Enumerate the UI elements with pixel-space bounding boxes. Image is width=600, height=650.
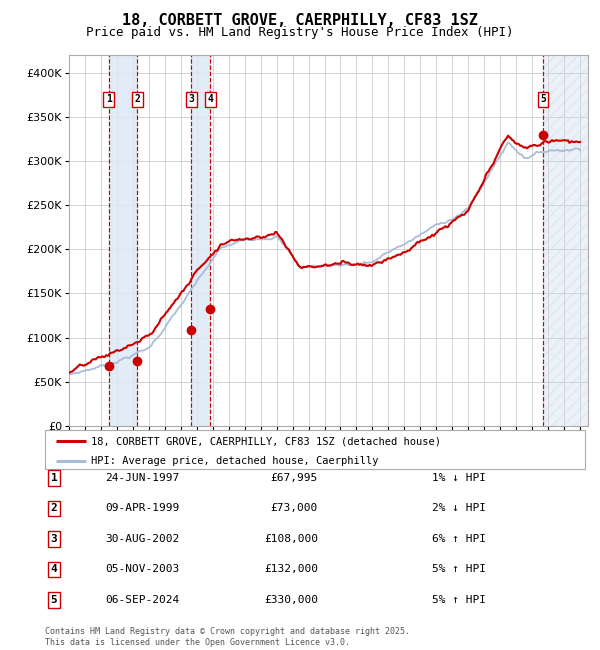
Text: 6% ↑ HPI: 6% ↑ HPI [432, 534, 486, 544]
Text: 2: 2 [134, 94, 140, 105]
Text: £132,000: £132,000 [264, 564, 318, 575]
Text: HPI: Average price, detached house, Caerphilly: HPI: Average price, detached house, Caer… [91, 456, 379, 465]
Text: 4: 4 [50, 564, 58, 575]
Bar [543, 55, 588, 426]
Text: 5: 5 [50, 595, 58, 605]
Text: £108,000: £108,000 [264, 534, 318, 544]
Text: £67,995: £67,995 [271, 473, 318, 483]
Text: 05-NOV-2003: 05-NOV-2003 [105, 564, 179, 575]
Text: 2: 2 [50, 503, 58, 514]
FancyBboxPatch shape [45, 430, 585, 469]
Text: 1: 1 [50, 473, 58, 483]
Text: 24-JUN-1997: 24-JUN-1997 [105, 473, 179, 483]
Text: 18, CORBETT GROVE, CAERPHILLY, CF83 1SZ (detached house): 18, CORBETT GROVE, CAERPHILLY, CF83 1SZ … [91, 436, 441, 446]
Text: 3: 3 [50, 534, 58, 544]
Text: 09-APR-1999: 09-APR-1999 [105, 503, 179, 514]
Text: 1% ↓ HPI: 1% ↓ HPI [432, 473, 486, 483]
Text: 5% ↑ HPI: 5% ↑ HPI [432, 564, 486, 575]
Text: 4: 4 [207, 94, 213, 105]
Bar [191, 55, 210, 426]
Text: 2% ↓ HPI: 2% ↓ HPI [432, 503, 486, 514]
Text: 1: 1 [106, 94, 112, 105]
Text: £330,000: £330,000 [264, 595, 318, 605]
Text: 5% ↑ HPI: 5% ↑ HPI [432, 595, 486, 605]
Text: 06-SEP-2024: 06-SEP-2024 [105, 595, 179, 605]
Text: Price paid vs. HM Land Registry's House Price Index (HPI): Price paid vs. HM Land Registry's House … [86, 26, 514, 39]
Text: 18, CORBETT GROVE, CAERPHILLY, CF83 1SZ: 18, CORBETT GROVE, CAERPHILLY, CF83 1SZ [122, 13, 478, 28]
Text: 30-AUG-2002: 30-AUG-2002 [105, 534, 179, 544]
Bar [109, 55, 137, 426]
Text: £73,000: £73,000 [271, 503, 318, 514]
Text: 5: 5 [540, 94, 546, 105]
Text: Contains HM Land Registry data © Crown copyright and database right 2025.
This d: Contains HM Land Registry data © Crown c… [45, 627, 410, 647]
Text: 3: 3 [188, 94, 194, 105]
